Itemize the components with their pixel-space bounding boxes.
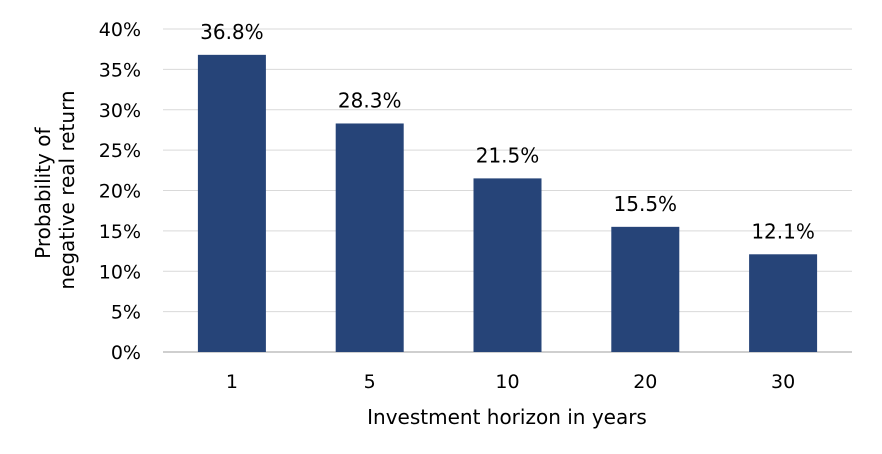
x-axis-title: Investment horizon in years: [367, 405, 647, 429]
x-tick-label-20: 20: [633, 371, 657, 393]
y-tick-label: 0%: [111, 342, 141, 364]
y-tick-label: 40%: [99, 19, 141, 41]
y-tick-label: 5%: [111, 302, 141, 324]
y-tick-label: 25%: [99, 140, 141, 162]
bars: [197, 54, 818, 353]
y-tick-label: 15%: [99, 221, 141, 243]
bar-1: [197, 54, 266, 353]
bar-30: [749, 254, 818, 352]
x-tick-label-10: 10: [495, 371, 519, 393]
data-labels: 36.8% 28.3% 21.5% 15.5% 12.1%: [200, 20, 815, 243]
bar-5: [335, 123, 404, 352]
data-label-20: 15.5%: [614, 192, 678, 216]
x-tick-label-5: 5: [364, 371, 376, 393]
x-tick-label-1: 1: [226, 371, 238, 393]
data-label-30: 12.1%: [751, 219, 815, 243]
y-axis-title: Probability of negative real return: [31, 90, 79, 289]
y-tick-label: 10%: [99, 261, 141, 283]
data-label-5: 28.3%: [338, 88, 402, 112]
data-label-10: 21.5%: [476, 143, 540, 167]
x-tick-label-30: 30: [771, 371, 795, 393]
bar-20: [611, 226, 680, 352]
y-tick-label: 35%: [99, 59, 141, 81]
y-axis-tick-labels: 0% 5% 10% 15% 20% 25% 30% 35% 40%: [99, 19, 141, 364]
y-axis-title-line-2: negative real return: [55, 90, 79, 289]
y-axis-title-line-1: Probability of: [31, 127, 55, 259]
x-axis-tick-labels: 1 5 10 20 30: [226, 371, 795, 393]
y-tick-label: 30%: [99, 100, 141, 122]
bar-10: [473, 178, 542, 352]
y-tick-label: 20%: [99, 181, 141, 203]
data-label-1: 36.8%: [200, 20, 264, 44]
